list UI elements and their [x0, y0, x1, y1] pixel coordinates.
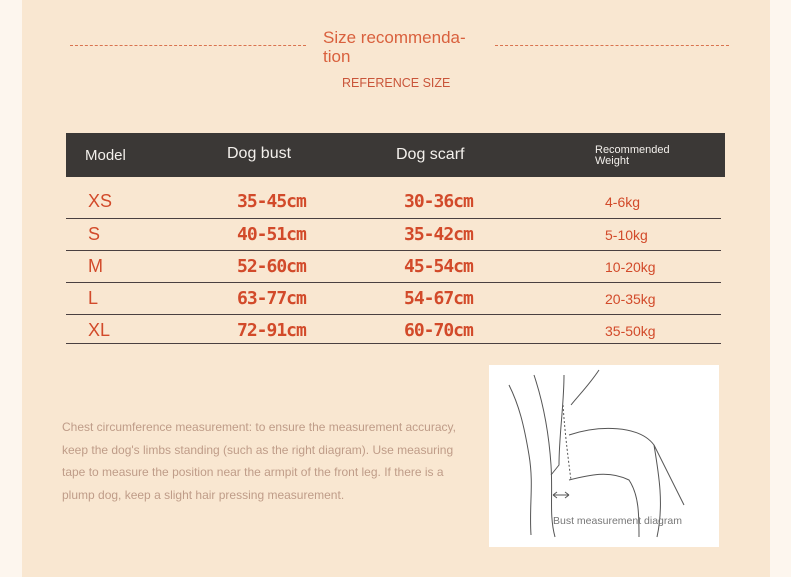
table-header: Model Dog bust Dog scarf Recommended Wei…: [66, 133, 725, 177]
col-model: Model: [85, 147, 126, 164]
cell-weight: 35-50kg: [605, 323, 656, 339]
table-row: M 52-60cm 45-54cm 10-20kg: [66, 250, 721, 283]
page-title: Size recommenda- tion: [323, 28, 493, 66]
cell-bust: 63-77cm: [237, 288, 307, 309]
cell-weight: 5-10kg: [605, 227, 648, 243]
cell-bust: 72-91cm: [237, 320, 307, 341]
cell-model: M: [88, 256, 103, 276]
subtitle: REFERENCE SIZE: [342, 76, 451, 90]
title-text: Size recommenda- tion: [323, 28, 466, 66]
cell-model: XS: [88, 191, 113, 211]
cell-model: S: [88, 224, 101, 244]
table-row: XS 35-45cm 30-36cm 4-6kg: [66, 185, 721, 219]
cell-model: L: [88, 288, 99, 308]
cell-weight: 10-20kg: [605, 259, 656, 275]
cell-scarf: 54-67cm: [404, 288, 474, 309]
col-bust: Dog bust: [227, 145, 292, 162]
cell-weight: 4-6kg: [605, 194, 641, 210]
cell-bust: 52-60cm: [237, 256, 307, 277]
dog-measurement-illustration-icon: [508, 369, 685, 538]
cell-model: XL: [88, 320, 111, 340]
cell-scarf: 45-54cm: [404, 256, 474, 277]
measurement-description: Chest circumference measurement: to ensu…: [62, 420, 456, 502]
table-row: XL 72-91cm 60-70cm 35-50kg: [66, 314, 721, 344]
cell-scarf: 60-70cm: [404, 320, 474, 341]
cell-scarf: 35-42cm: [404, 224, 474, 245]
table-row: L 63-77cm 54-67cm 20-35kg: [66, 282, 721, 315]
divider-left: [70, 45, 306, 46]
cell-bust: 40-51cm: [237, 224, 307, 245]
col-weight: Recommended Weight: [595, 144, 670, 167]
divider-right: [495, 45, 729, 46]
cell-bust: 35-45cm: [237, 191, 307, 212]
table-row: S 40-51cm 35-42cm 5-10kg: [66, 218, 721, 251]
bust-diagram: Bust measurement diagram: [489, 365, 719, 547]
cell-weight: 20-35kg: [605, 291, 656, 307]
diagram-caption: Bust measurement diagram: [553, 515, 682, 527]
col-scarf: Dog scarf: [396, 146, 465, 163]
cell-scarf: 30-36cm: [404, 191, 474, 212]
